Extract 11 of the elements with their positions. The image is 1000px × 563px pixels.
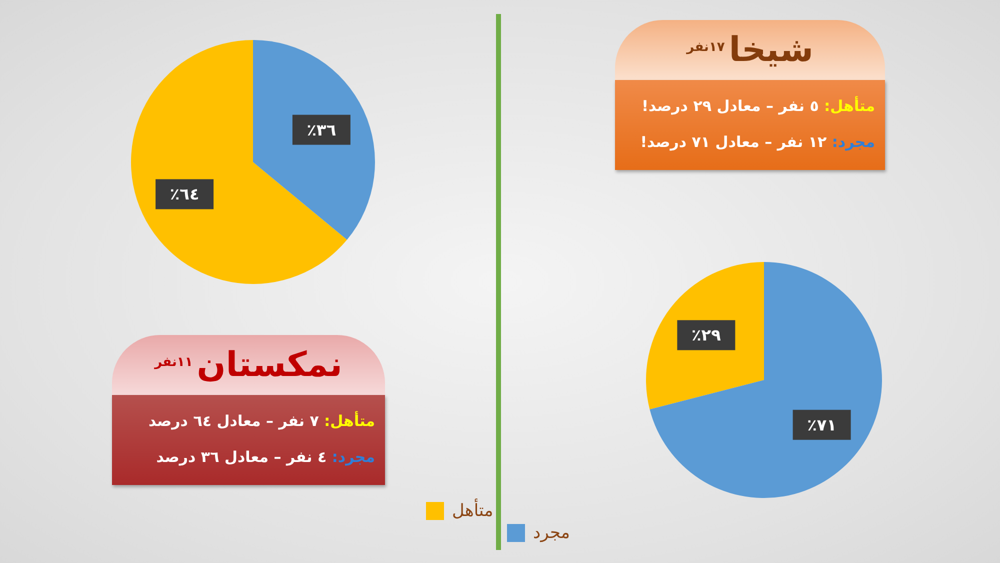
legend-label: متأهل	[452, 499, 494, 523]
data-label: ٪٦٤	[170, 184, 200, 204]
chart-subtitle: ١٧نفر	[686, 40, 725, 54]
legend-label: مجرد	[533, 522, 570, 545]
pie-slice	[253, 40, 375, 240]
chart-title: شیخا	[728, 30, 814, 70]
data-label: ٪٧١	[807, 415, 836, 434]
data-label: ٪٢٩	[692, 326, 722, 345]
data-label: ٪٣٦	[306, 120, 336, 140]
pie-slice	[131, 40, 348, 284]
pie-slice	[650, 262, 882, 498]
